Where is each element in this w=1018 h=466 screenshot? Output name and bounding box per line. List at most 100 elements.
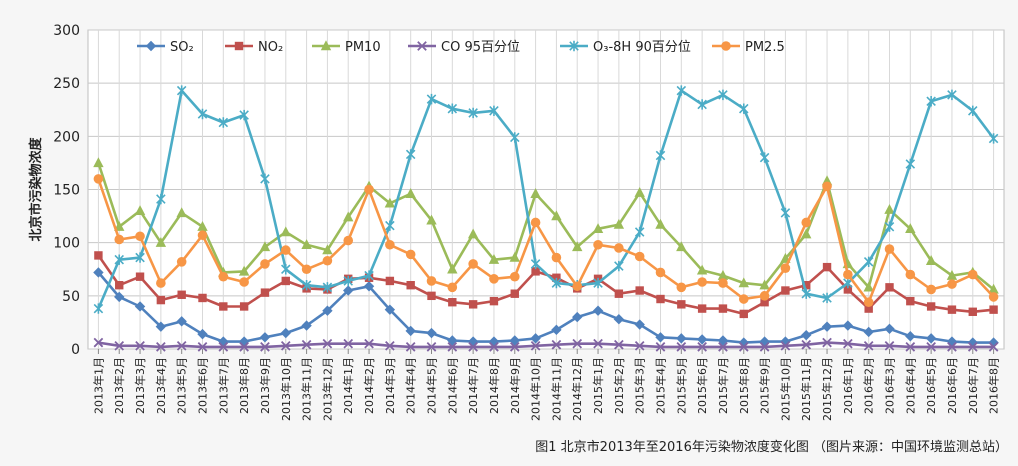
data-point — [301, 239, 312, 249]
data-point — [259, 332, 271, 343]
data-point — [114, 340, 125, 351]
data-point — [884, 323, 895, 334]
data-point — [696, 264, 708, 275]
data-point — [697, 277, 707, 287]
series-4 — [93, 85, 999, 314]
data-point — [989, 305, 998, 314]
legend-label: CO 95百分位 — [441, 40, 520, 55]
data-point — [531, 267, 540, 276]
legend-label: PM10 — [345, 40, 381, 55]
data-point — [530, 217, 541, 228]
data-point — [260, 259, 270, 269]
x-tick-label: 2015年8月 — [737, 357, 751, 414]
data-point — [968, 105, 978, 117]
legend-item: SO₂ — [137, 40, 194, 55]
data-point — [134, 301, 146, 312]
data-point — [405, 249, 416, 260]
data-point — [822, 292, 832, 304]
x-tick-label: 2013年9月 — [258, 357, 272, 414]
data-point — [780, 263, 791, 273]
data-point — [93, 337, 104, 348]
data-point — [655, 218, 666, 229]
series-line — [97, 162, 995, 291]
data-point — [947, 305, 957, 314]
data-point — [322, 282, 333, 293]
data-point — [489, 296, 499, 306]
data-point — [239, 302, 249, 311]
data-point — [593, 338, 603, 349]
data-point — [219, 302, 228, 311]
data-point — [405, 188, 416, 198]
x-tick-label: 2014年5月 — [425, 357, 439, 414]
data-point — [967, 342, 978, 352]
data-point — [718, 278, 728, 288]
data-point — [281, 276, 290, 286]
data-point — [155, 236, 167, 247]
data-point — [114, 291, 125, 303]
data-point — [343, 338, 354, 349]
data-point — [343, 285, 354, 296]
data-point — [717, 269, 729, 280]
legend-item: PM10 — [312, 40, 381, 55]
data-point — [569, 40, 579, 52]
data-point — [717, 335, 729, 346]
x-tick-label: 2014年7月 — [466, 357, 480, 414]
data-point — [322, 244, 333, 255]
data-point — [510, 289, 519, 298]
data-point — [114, 234, 125, 245]
data-point — [427, 291, 436, 301]
y-tick-label: 300 — [53, 23, 80, 39]
data-point — [405, 325, 416, 337]
legend-label: O₃-8H 90百分位 — [593, 40, 691, 55]
data-point — [489, 105, 499, 117]
data-point — [488, 253, 500, 264]
x-tick-label: 2013年7月 — [216, 357, 230, 414]
data-point — [801, 329, 812, 341]
data-point — [655, 150, 666, 161]
data-point — [721, 41, 731, 51]
data-point — [821, 321, 833, 332]
x-tick-label: 2013年5月 — [175, 357, 189, 414]
data-point — [239, 109, 249, 121]
data-point — [93, 303, 104, 314]
data-point — [801, 217, 812, 228]
legend-item: CO 95百分位 — [408, 40, 520, 55]
data-point — [572, 241, 583, 252]
data-point — [988, 292, 999, 302]
data-point — [905, 269, 916, 280]
x-tick-label: 2015年3月 — [633, 357, 647, 414]
x-tick-label: 2014年8月 — [487, 357, 501, 414]
data-point — [135, 231, 145, 242]
data-point — [301, 264, 312, 275]
data-point — [510, 132, 520, 143]
data-point — [234, 41, 244, 51]
x-tick-label: 2015年6月 — [695, 357, 709, 414]
data-point — [759, 342, 770, 352]
data-point — [759, 291, 770, 301]
data-point — [384, 197, 396, 208]
data-point — [93, 267, 104, 278]
data-point — [801, 228, 812, 239]
x-tick-label: 2013年12月 — [320, 357, 334, 421]
data-point — [926, 302, 936, 311]
data-point — [301, 320, 312, 331]
data-point — [592, 305, 604, 316]
data-point — [281, 264, 291, 275]
data-point — [176, 85, 187, 96]
data-point — [385, 276, 395, 286]
data-point — [614, 260, 624, 272]
data-point — [863, 256, 874, 268]
data-point — [696, 334, 708, 345]
data-point — [801, 288, 811, 299]
data-point — [843, 285, 853, 294]
series-5 — [93, 174, 999, 308]
data-point — [572, 281, 583, 292]
data-point — [593, 239, 603, 250]
data-point — [946, 269, 958, 280]
x-tick-label: 2015年9月 — [758, 357, 772, 414]
legend-item: O₃-8H 90百分位 — [560, 40, 691, 55]
data-point — [676, 85, 687, 96]
data-point — [448, 298, 457, 307]
data-point — [218, 271, 229, 282]
